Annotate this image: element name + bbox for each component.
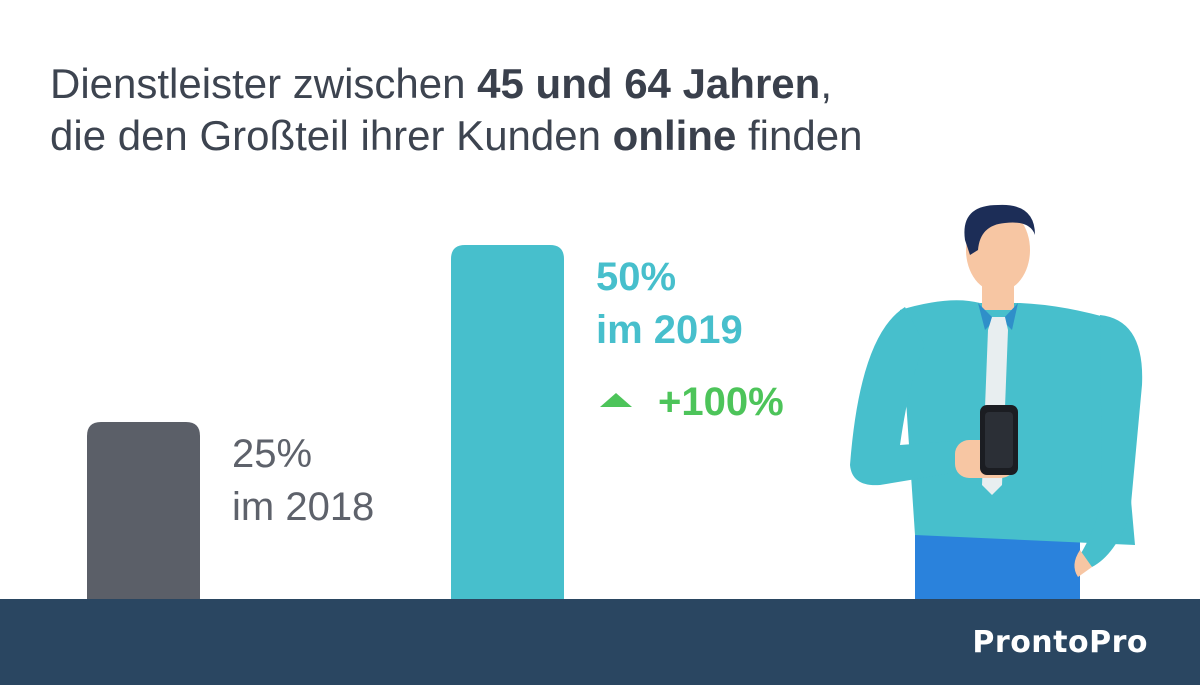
value-label-2019: 50% bbox=[596, 255, 676, 299]
title-line-1: Dienstleister zwischen 45 und 64 Jahren, bbox=[50, 60, 832, 107]
year-label-2019: im 2019 bbox=[596, 308, 743, 352]
change-label: +100% bbox=[658, 380, 784, 424]
footer-bar: ProntoPro bbox=[0, 599, 1200, 685]
chart-title: Dienstleister zwischen 45 und 64 Jahren,… bbox=[50, 58, 1050, 162]
businessman-with-phone-icon bbox=[850, 204, 1143, 600]
year-label-2018: im 2018 bbox=[232, 485, 374, 529]
value-label-2018: 25% bbox=[232, 432, 312, 476]
triangle-up-icon bbox=[600, 393, 632, 407]
prontopro-logo: ProntoPro bbox=[972, 625, 1148, 660]
title-line-2: die den Großteil ihrer Kunden online fin… bbox=[50, 112, 863, 159]
bar-2019 bbox=[451, 245, 564, 599]
bar-2018 bbox=[87, 422, 200, 599]
